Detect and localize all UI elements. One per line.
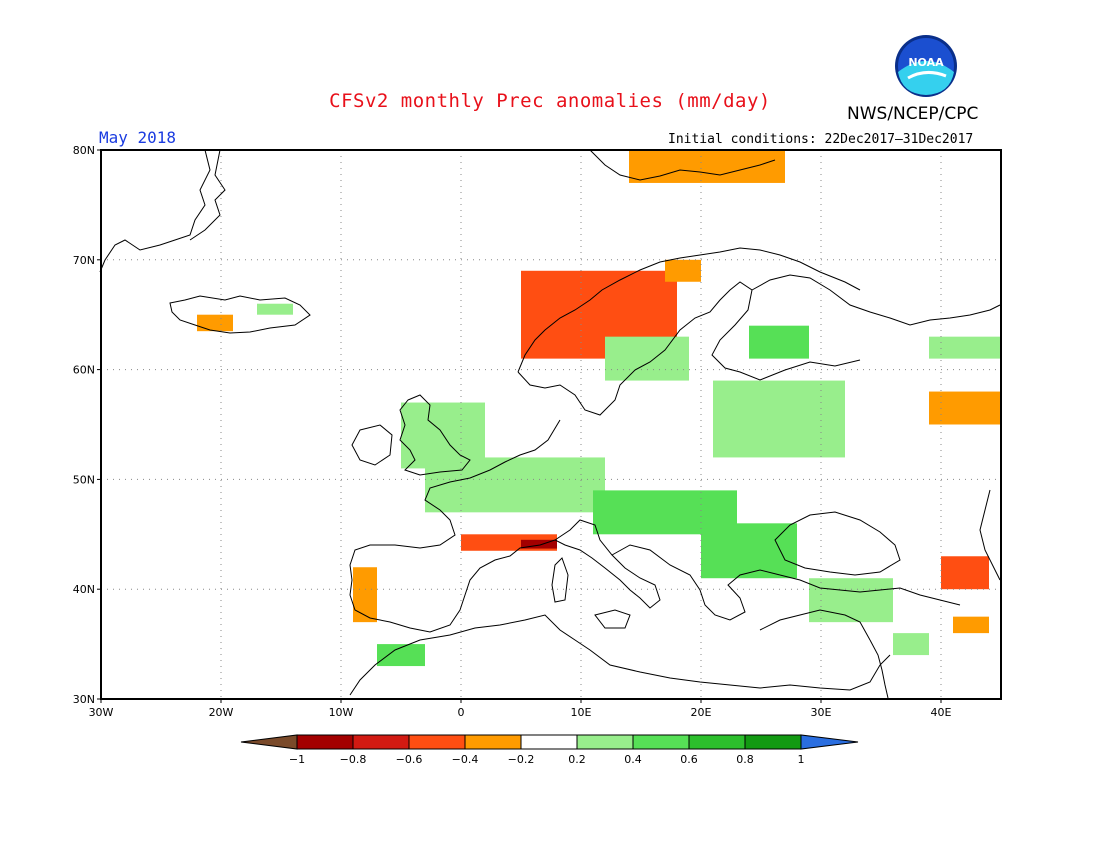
- latitude-label: 30N: [73, 693, 95, 706]
- initial-conditions: Initial conditions: 22Dec2017–31Dec2017: [668, 132, 974, 147]
- colorbar-label: 0.8: [736, 753, 754, 766]
- anomaly-cell: [425, 457, 605, 513]
- colorbar-label: −0.2: [508, 753, 535, 766]
- colorbar-segment: [296, 734, 354, 750]
- longitude-label: 10W: [329, 706, 354, 719]
- anomaly-cell: [953, 616, 989, 634]
- noaa-logo: NOAA: [895, 35, 957, 97]
- colorbar-label: 0.4: [624, 753, 642, 766]
- latitude-labels: 30N 40N 50N 60N 70N 80N: [73, 144, 101, 706]
- colorbar-label: 0.2: [568, 753, 586, 766]
- anomaly-cell: [701, 523, 797, 579]
- colorbar-arrow-high: [800, 734, 859, 750]
- latitude-label: 80N: [73, 144, 95, 157]
- anomaly-cell: [809, 578, 893, 623]
- noaa-logo-text: NOAA: [908, 56, 944, 69]
- latitude-label: 40N: [73, 583, 95, 596]
- graticule: [101, 150, 1001, 699]
- anomaly-cell: [521, 539, 557, 549]
- colorbar-label: 0.6: [680, 753, 698, 766]
- colorbar-segment: [520, 734, 578, 750]
- forecast-month: May 2018: [99, 128, 177, 147]
- anomaly-cell: [893, 633, 929, 656]
- anomaly-cell: [197, 314, 233, 332]
- coastlines: [99, 149, 1001, 699]
- colorbar-segment: [688, 734, 746, 750]
- colorbar-label: −0.4: [452, 753, 479, 766]
- colorbar-segment: [464, 734, 522, 750]
- colorbar-label: −1: [289, 753, 305, 766]
- anomaly-cell: [377, 644, 425, 667]
- colorbar-segment: [352, 734, 410, 750]
- anomaly-cell: [257, 303, 293, 315]
- anomaly-cell: [749, 325, 809, 359]
- map-frame: [100, 149, 1002, 700]
- colorbar-label: −0.6: [396, 753, 423, 766]
- colorbar-label: 1: [798, 753, 805, 766]
- agency-label: NWS/NCEP/CPC: [847, 104, 979, 124]
- colorbar-segment: [576, 734, 634, 750]
- chart-title: CFSv2 monthly Prec anomalies (mm/day): [329, 90, 771, 112]
- longitude-label: 40E: [931, 706, 952, 719]
- longitude-label: 20W: [209, 706, 234, 719]
- colorbar-segment: [408, 734, 466, 750]
- colorbar-arrow-low: [240, 734, 298, 750]
- anomaly-cell: [929, 336, 1001, 359]
- colorbar-segment: [632, 734, 690, 750]
- longitude-labels: 30W 20W 10W 0 10E 20E 30E 40E: [89, 699, 952, 719]
- longitude-label: 30E: [811, 706, 832, 719]
- latitude-label: 50N: [73, 473, 95, 486]
- longitude-label: 20E: [691, 706, 712, 719]
- anomaly-cell: [713, 380, 845, 458]
- anomaly-cell: [665, 259, 701, 282]
- latitude-label: 60N: [73, 364, 95, 377]
- anomaly-cell: [941, 556, 989, 590]
- latitude-label: 70N: [73, 254, 95, 267]
- colorbar: −1 −0.8 −0.6 −0.4 −0.2 0.2 0.4 0.6 0.8 1: [240, 734, 859, 766]
- colorbar-segment: [744, 734, 802, 750]
- longitude-label: 10E: [571, 706, 592, 719]
- anomaly-layer: [197, 150, 1001, 667]
- longitude-label: 30W: [89, 706, 114, 719]
- anomaly-cell: [605, 336, 689, 381]
- longitude-label: 0: [458, 706, 465, 719]
- anomaly-cell: [353, 567, 377, 623]
- colorbar-label: −0.8: [340, 753, 367, 766]
- anomaly-cell: [929, 391, 1001, 425]
